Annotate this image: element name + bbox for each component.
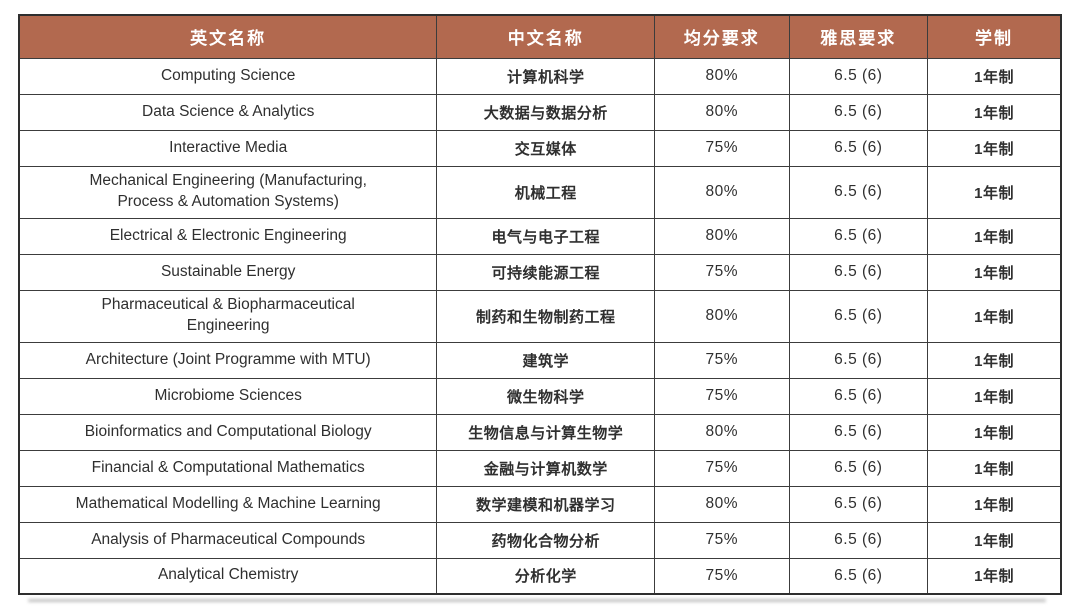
cell-ielts: 6.5 (6) [788, 557, 929, 595]
table-row: Mechanical Engineering (Manufacturing, P… [18, 165, 1062, 219]
table-row: Analytical Chemistry 分析化学 75% 6.5 (6) 1年… [18, 557, 1062, 595]
programs-table-container: 英文名称 中文名称 均分要求 雅思要求 学制 Computing Science… [18, 14, 1062, 595]
cell-ielts: 6.5 (6) [788, 57, 929, 95]
header-row: 英文名称 中文名称 均分要求 雅思要求 学制 [18, 14, 1062, 59]
table-row: Pharmaceutical & Biopharmaceutical Engin… [18, 289, 1062, 343]
cell-duration: 1年制 [927, 57, 1062, 95]
cell-average-score: 75% [654, 129, 790, 167]
table-row: Financial & Computational Mathematics 金融… [18, 449, 1062, 487]
cell-average-score: 75% [654, 377, 790, 415]
table-row: Analysis of Pharmaceutical Compounds 药物化… [18, 521, 1062, 559]
table-row: Computing Science 计算机科学 80% 6.5 (6) 1年制 [18, 57, 1062, 95]
cell-english-name: Mathematical Modelling & Machine Learnin… [18, 485, 438, 523]
table-row: Data Science & Analytics 大数据与数据分析 80% 6.… [18, 93, 1062, 131]
cell-english-name: Electrical & Electronic Engineering [18, 217, 438, 255]
table-row: Architecture (Joint Programme with MTU) … [18, 341, 1062, 379]
table-body: Computing Science 计算机科学 80% 6.5 (6) 1年制 … [18, 57, 1062, 595]
cell-ielts: 6.5 (6) [788, 165, 929, 219]
cell-duration: 1年制 [927, 557, 1062, 595]
cell-average-score: 80% [654, 289, 790, 343]
cell-average-score: 80% [654, 57, 790, 95]
cell-chinese-name: 金融与计算机数学 [436, 449, 656, 487]
cell-chinese-name: 可持续能源工程 [436, 253, 656, 291]
cell-duration: 1年制 [927, 289, 1062, 343]
cell-ielts: 6.5 (6) [788, 217, 929, 255]
table-header: 英文名称 中文名称 均分要求 雅思要求 学制 [18, 14, 1062, 59]
column-header-ielts: 雅思要求 [788, 14, 929, 59]
column-header-english-name: 英文名称 [18, 14, 438, 59]
cell-chinese-name: 建筑学 [436, 341, 656, 379]
cell-duration: 1年制 [927, 93, 1062, 131]
cell-chinese-name: 电气与电子工程 [436, 217, 656, 255]
cell-average-score: 75% [654, 341, 790, 379]
table-row: Mathematical Modelling & Machine Learnin… [18, 485, 1062, 523]
cell-average-score: 80% [654, 485, 790, 523]
cell-ielts: 6.5 (6) [788, 93, 929, 131]
cell-average-score: 80% [654, 165, 790, 219]
table-row: Sustainable Energy 可持续能源工程 75% 6.5 (6) 1… [18, 253, 1062, 291]
cell-average-score: 75% [654, 253, 790, 291]
cell-chinese-name: 数学建模和机器学习 [436, 485, 656, 523]
cell-ielts: 6.5 (6) [788, 377, 929, 415]
cell-average-score: 75% [654, 557, 790, 595]
cell-english-name: Interactive Media [18, 129, 438, 167]
cell-chinese-name: 微生物科学 [436, 377, 656, 415]
cell-chinese-name: 计算机科学 [436, 57, 656, 95]
cell-english-name: Architecture (Joint Programme with MTU) [18, 341, 438, 379]
cell-ielts: 6.5 (6) [788, 521, 929, 559]
cell-average-score: 80% [654, 217, 790, 255]
cell-english-name: Financial & Computational Mathematics [18, 449, 438, 487]
cell-english-name: Analysis of Pharmaceutical Compounds [18, 521, 438, 559]
cell-ielts: 6.5 (6) [788, 449, 929, 487]
column-header-average-score: 均分要求 [654, 14, 790, 59]
cell-ielts: 6.5 (6) [788, 341, 929, 379]
cell-average-score: 80% [654, 93, 790, 131]
cell-ielts: 6.5 (6) [788, 253, 929, 291]
cell-chinese-name: 机械工程 [436, 165, 656, 219]
cell-chinese-name: 交互媒体 [436, 129, 656, 167]
cell-duration: 1年制 [927, 253, 1062, 291]
cell-duration: 1年制 [927, 449, 1062, 487]
cell-duration: 1年制 [927, 165, 1062, 219]
cell-duration: 1年制 [927, 217, 1062, 255]
cell-english-name: Sustainable Energy [18, 253, 438, 291]
cell-english-name: Data Science & Analytics [18, 93, 438, 131]
cell-english-name: Mechanical Engineering (Manufacturing, P… [18, 165, 438, 219]
cell-english-name: Analytical Chemistry [18, 557, 438, 595]
table-row: Electrical & Electronic Engineering 电气与电… [18, 217, 1062, 255]
cell-duration: 1年制 [927, 377, 1062, 415]
table-row: Interactive Media 交互媒体 75% 6.5 (6) 1年制 [18, 129, 1062, 167]
cell-ielts: 6.5 (6) [788, 413, 929, 451]
table-row: Microbiome Sciences 微生物科学 75% 6.5 (6) 1年… [18, 377, 1062, 415]
cell-english-name: Computing Science [18, 57, 438, 95]
column-header-chinese-name: 中文名称 [436, 14, 656, 59]
cell-duration: 1年制 [927, 129, 1062, 167]
cell-duration: 1年制 [927, 413, 1062, 451]
cell-english-name: Bioinformatics and Computational Biology [18, 413, 438, 451]
cell-average-score: 75% [654, 449, 790, 487]
programs-table: 英文名称 中文名称 均分要求 雅思要求 学制 Computing Science… [18, 14, 1062, 595]
cell-chinese-name: 生物信息与计算生物学 [436, 413, 656, 451]
column-header-duration: 学制 [927, 14, 1062, 59]
cell-duration: 1年制 [927, 485, 1062, 523]
cell-ielts: 6.5 (6) [788, 289, 929, 343]
bottom-shadow-line [28, 599, 1046, 602]
cell-english-name: Microbiome Sciences [18, 377, 438, 415]
cell-chinese-name: 大数据与数据分析 [436, 93, 656, 131]
cell-chinese-name: 制药和生物制药工程 [436, 289, 656, 343]
cell-average-score: 80% [654, 413, 790, 451]
cell-ielts: 6.5 (6) [788, 129, 929, 167]
cell-duration: 1年制 [927, 521, 1062, 559]
cell-chinese-name: 分析化学 [436, 557, 656, 595]
table-row: Bioinformatics and Computational Biology… [18, 413, 1062, 451]
cell-ielts: 6.5 (6) [788, 485, 929, 523]
cell-duration: 1年制 [927, 341, 1062, 379]
cell-english-name: Pharmaceutical & Biopharmaceutical Engin… [18, 289, 438, 343]
cell-average-score: 75% [654, 521, 790, 559]
cell-chinese-name: 药物化合物分析 [436, 521, 656, 559]
